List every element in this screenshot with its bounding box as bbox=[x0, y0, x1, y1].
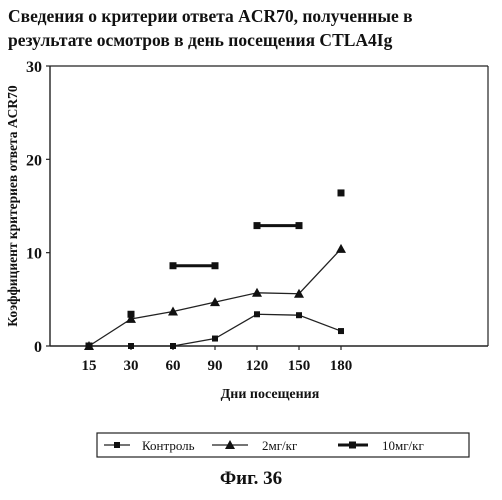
series-control-point bbox=[254, 311, 260, 317]
legend-2mg-label: 2мг/кг bbox=[262, 438, 297, 453]
x-tick-label: 120 bbox=[246, 358, 269, 374]
x-tick-label: 30 bbox=[124, 358, 139, 374]
series-10mg-point bbox=[254, 222, 261, 229]
x-axis-label: Дни посещения bbox=[221, 387, 320, 402]
series-10mg-point bbox=[86, 343, 93, 350]
series-control-point bbox=[296, 312, 302, 318]
legend-10mg-marker bbox=[349, 442, 356, 449]
legend-control-marker bbox=[114, 442, 120, 448]
acr70-line-chart: 0 10 20 30 15 30 60 90 120 150 180 Дни посещения Коэ… bbox=[0, 0, 502, 470]
series-10mg-point bbox=[170, 262, 177, 269]
legend-control-label: Контроль bbox=[142, 438, 195, 453]
series-control-point bbox=[128, 343, 134, 349]
figure-caption: Фиг. 36 bbox=[0, 468, 502, 490]
y-axis-label: Коэффициент критериев ответа ACR70 bbox=[5, 85, 20, 327]
series-control-point bbox=[212, 336, 218, 342]
series-10mg-point bbox=[338, 189, 345, 196]
x-tick-label: 90 bbox=[208, 358, 223, 374]
series-control-point bbox=[338, 328, 344, 334]
series-control-point bbox=[170, 343, 176, 349]
x-tick-label: 150 bbox=[288, 358, 311, 374]
y-tick-label: 20 bbox=[26, 152, 42, 169]
x-tick-label: 60 bbox=[166, 358, 181, 374]
y-tick-label: 0 bbox=[34, 339, 42, 356]
x-tick-label: 15 bbox=[82, 358, 97, 374]
series-10mg-point bbox=[128, 311, 135, 318]
series-10mg-point bbox=[296, 222, 303, 229]
series-2mg-point bbox=[336, 244, 346, 253]
x-tick-label: 180 bbox=[330, 358, 353, 374]
y-tick-label: 30 bbox=[26, 59, 42, 76]
series-10mg-point bbox=[212, 262, 219, 269]
legend-10mg-label: 10мг/кг bbox=[382, 438, 424, 453]
y-tick-label: 10 bbox=[26, 246, 42, 263]
